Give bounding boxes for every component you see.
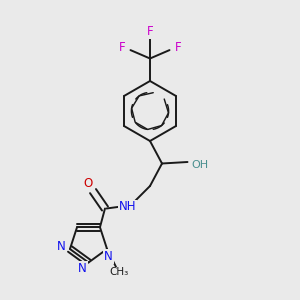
Text: OH: OH [191, 160, 209, 170]
Text: CH₃: CH₃ [110, 267, 129, 278]
Text: N: N [78, 262, 87, 275]
Text: O: O [84, 177, 93, 190]
Text: F: F [175, 40, 181, 54]
Text: N: N [104, 250, 113, 263]
Text: NH: NH [119, 200, 136, 214]
Text: F: F [119, 40, 125, 54]
Text: F: F [147, 25, 153, 38]
Text: N: N [57, 240, 66, 253]
